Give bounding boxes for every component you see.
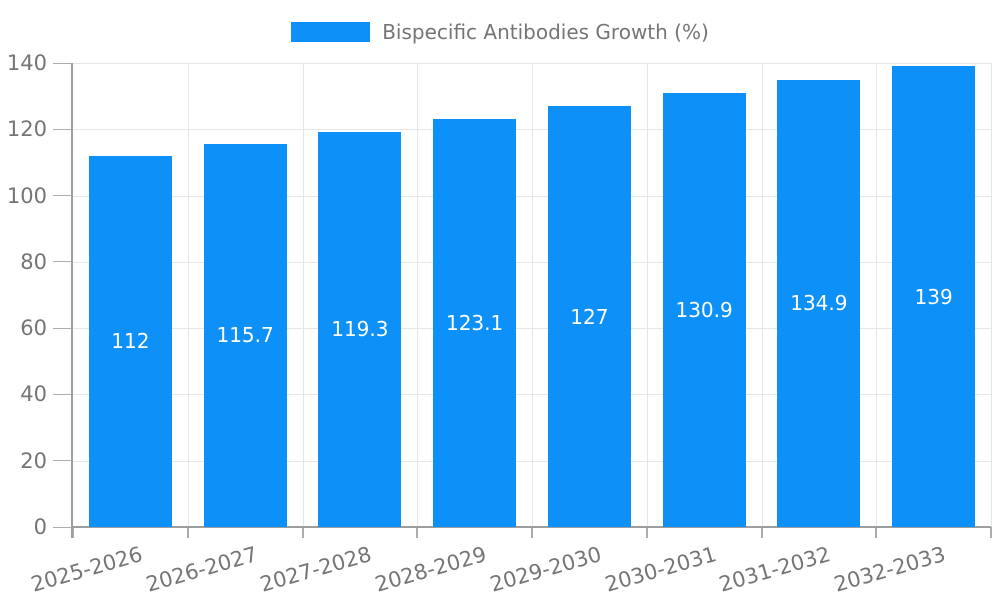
x-axis-tick	[760, 527, 763, 538]
legend-label: Bispecific Antibodies Growth (%)	[382, 20, 709, 44]
y-axis-tick	[53, 261, 73, 263]
y-axis-tick	[53, 460, 73, 462]
y-axis-tick	[53, 327, 73, 329]
x-gridline	[991, 63, 992, 527]
x-tick-label: 2027-2028	[257, 542, 375, 597]
legend-item[interactable]: Bispecific Antibodies Growth (%)	[291, 20, 709, 44]
bar-value-label: 134.9	[790, 291, 848, 316]
bar-value-label: 112	[111, 329, 150, 354]
chart-legend: Bispecific Antibodies Growth (%)	[0, 20, 1000, 44]
x-tick-label: 2028-2029	[372, 542, 490, 597]
x-axis-tick	[416, 527, 419, 538]
bar-value-label: 119.3	[331, 317, 389, 342]
x-axis-tick	[72, 527, 74, 538]
x-tick-label: 2026-2027	[143, 542, 260, 597]
y-axis-line	[71, 63, 73, 538]
y-axis-tick	[53, 128, 73, 130]
bar	[203, 143, 287, 527]
y-tick-label: 100	[6, 183, 47, 208]
x-axis-tick	[645, 527, 648, 538]
x-tick-label: 2031-2032	[716, 542, 834, 597]
x-axis-tick	[301, 527, 304, 538]
x-tick-label: 2032-2033	[831, 542, 949, 597]
x-gridline	[187, 63, 189, 527]
x-gridline	[532, 63, 533, 527]
x-axis-tick	[990, 527, 992, 538]
legend-swatch-icon	[291, 22, 371, 42]
bar	[433, 119, 517, 527]
bar	[88, 155, 172, 527]
y-tick-label: 40	[20, 382, 47, 407]
x-tick-label: 2029-2030	[487, 542, 604, 597]
bar	[547, 106, 631, 527]
bar-value-label: 127	[570, 304, 609, 329]
bar-value-label: 115.7	[216, 323, 274, 348]
y-axis-tick	[53, 195, 73, 197]
y-axis-tick	[53, 526, 73, 528]
bar	[777, 79, 861, 527]
x-axis-tick	[186, 527, 189, 538]
x-tick-label: 2025-2026	[28, 542, 145, 597]
bar-value-label: 130.9	[675, 298, 733, 323]
y-tick-label: 20	[20, 448, 47, 473]
x-axis-line	[71, 526, 991, 528]
x-gridline	[302, 63, 304, 527]
x-axis-tick	[531, 527, 533, 538]
bar	[318, 131, 402, 527]
bar	[662, 93, 746, 527]
y-axis-tick	[53, 393, 73, 395]
bar-value-label: 139	[914, 284, 953, 309]
x-axis-tick	[875, 527, 878, 538]
bar	[892, 66, 976, 527]
y-tick-label: 140	[6, 51, 47, 75]
x-gridline	[417, 63, 419, 527]
x-gridline	[646, 63, 648, 527]
bar-value-label: 123.1	[445, 311, 504, 335]
y-tick-label: 0	[33, 515, 47, 539]
y-tick-label: 80	[20, 249, 47, 274]
x-gridline	[761, 63, 763, 527]
y-axis-tick	[53, 62, 73, 64]
x-gridline	[876, 63, 878, 527]
x-tick-label: 2030-2031	[602, 542, 719, 597]
y-tick-label: 120	[6, 117, 47, 142]
y-tick-label: 60	[20, 316, 47, 341]
